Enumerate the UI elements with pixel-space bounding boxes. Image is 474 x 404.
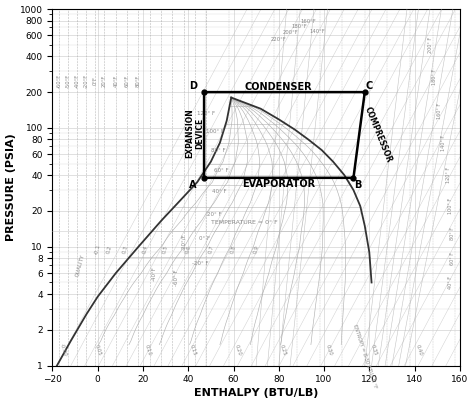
Text: 80° F: 80° F (450, 227, 456, 240)
Text: 0.40: 0.40 (415, 344, 423, 356)
Text: TEMPERATURE = 0° F: TEMPERATURE = 0° F (211, 220, 278, 225)
Text: QUALITY: QUALITY (74, 253, 85, 277)
Text: 120° F: 120° F (198, 111, 216, 116)
Text: -0.00: -0.00 (59, 343, 68, 357)
Text: -60° F: -60° F (174, 269, 180, 286)
Text: CONDENSER: CONDENSER (245, 82, 312, 92)
Text: 60°F: 60°F (125, 74, 129, 87)
Y-axis label: PRESSURE (PSIA): PRESSURE (PSIA) (6, 133, 16, 241)
Text: A: A (189, 180, 197, 190)
Text: 140° F: 140° F (441, 135, 446, 151)
Text: -40°F: -40°F (75, 74, 80, 88)
Text: -20°F: -20°F (84, 74, 89, 88)
Text: 20° F: 20° F (207, 212, 221, 217)
Text: 0.8: 0.8 (230, 244, 237, 254)
Text: 0°F: 0°F (93, 76, 98, 85)
Text: 0.6: 0.6 (185, 244, 192, 254)
Text: 60° F: 60° F (450, 252, 456, 265)
Text: -40°F: -40°F (152, 266, 157, 280)
Text: -20° F: -20° F (191, 261, 208, 266)
Text: COMPRESSOR: COMPRESSOR (363, 106, 394, 164)
Text: 0.10: 0.10 (143, 344, 152, 356)
Text: 180°F: 180°F (291, 23, 307, 29)
Text: -50°F: -50°F (66, 74, 71, 88)
Text: 0.9: 0.9 (253, 244, 260, 254)
Text: 40° F: 40° F (448, 276, 453, 289)
Text: 0.3: 0.3 (121, 244, 128, 254)
Text: 0.2: 0.2 (106, 244, 112, 254)
Text: 0.4: 0.4 (142, 244, 149, 254)
Text: 180° F: 180° F (432, 69, 437, 85)
Text: EVAPORATOR: EVAPORATOR (242, 179, 315, 189)
Text: 140°F: 140°F (310, 29, 325, 34)
Text: EXPANSION
DEVICE: EXPANSION DEVICE (185, 108, 205, 158)
Text: 160°F: 160°F (301, 19, 316, 24)
Text: 220°F: 220°F (271, 38, 287, 42)
Text: 40°F: 40°F (113, 74, 118, 87)
Text: 160° F: 160° F (437, 103, 442, 119)
Text: 0.30: 0.30 (324, 344, 333, 356)
Text: 0.5: 0.5 (162, 244, 169, 254)
Text: 60° F: 60° F (213, 168, 228, 173)
Text: 0.25: 0.25 (279, 344, 288, 356)
Text: 0° F: 0° F (200, 236, 210, 240)
Text: 100° F: 100° F (206, 129, 224, 134)
Text: -20°/F: -20°/F (181, 234, 186, 250)
Text: -0.1: -0.1 (94, 244, 101, 255)
Text: 80° F: 80° F (211, 148, 226, 153)
Text: 200° F: 200° F (428, 37, 433, 53)
Text: D: D (189, 81, 197, 91)
Text: 40° F: 40° F (212, 189, 227, 194)
Text: 100° F: 100° F (448, 198, 453, 214)
Text: 80°F: 80°F (136, 74, 141, 87)
Text: 0.15: 0.15 (189, 344, 197, 356)
Text: 0.35: 0.35 (370, 344, 378, 356)
X-axis label: ENTHALPY (BTU/LB): ENTHALPY (BTU/LB) (194, 388, 319, 398)
Text: -60°F: -60°F (57, 74, 62, 88)
Text: ENTROPY = 8-30 BTU/LB °F: ENTROPY = 8-30 BTU/LB °F (352, 324, 377, 389)
Text: 0.7: 0.7 (207, 244, 214, 254)
Text: B: B (354, 180, 362, 190)
Text: C: C (365, 81, 373, 91)
Text: 200°F: 200°F (282, 29, 298, 35)
Text: 0.20: 0.20 (234, 344, 242, 356)
Text: 20°F: 20°F (102, 74, 107, 87)
Text: 0.05: 0.05 (93, 344, 102, 356)
Text: 120° F: 120° F (446, 167, 451, 183)
